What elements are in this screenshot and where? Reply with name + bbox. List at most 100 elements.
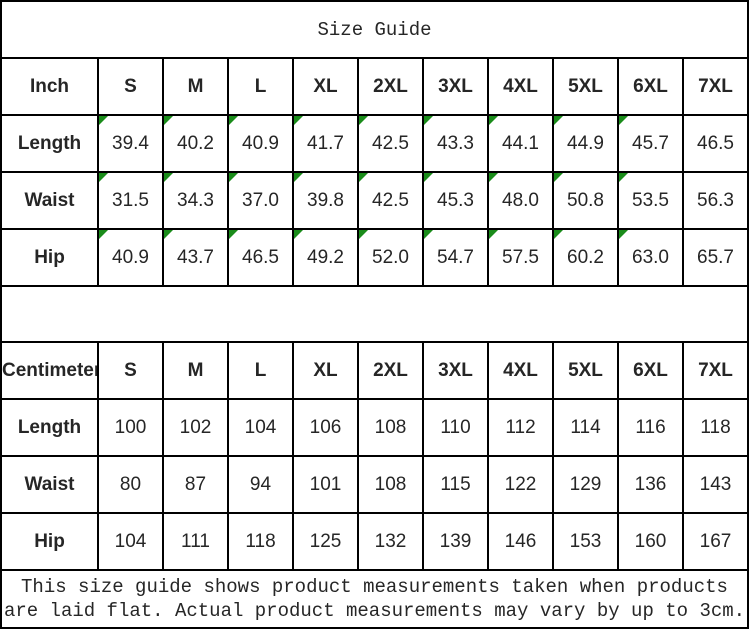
measurement-cell-text: 153 [569,530,602,552]
measurement-cell-text: 40.9 [242,132,279,154]
spacer-cell [0,285,749,343]
measurement-cell: 94 [227,455,294,514]
size-column-header-6xl-text: 6XL [633,359,668,381]
measurement-cell-text: 44.9 [567,132,604,154]
measurement-cell: 53.5 [617,171,684,230]
measurement-cell-text: 112 [505,416,536,438]
measurement-cell: 104 [227,398,294,457]
size-column-header-7xl: 7XL [682,341,749,400]
measurement-cell-text: 129 [569,473,602,495]
green-corner-triangle-icon [165,117,173,125]
measurement-cell-text: 160 [634,530,667,552]
size-column-header-5xl: 5XL [552,341,619,400]
measurement-cell: 34.3 [162,171,229,230]
footer-note: This size guide shows product measuremen… [0,569,749,629]
green-corner-triangle-icon [620,117,628,125]
measurement-cell: 116 [617,398,684,457]
measurement-cell-text: 94 [249,473,272,495]
footer-row: This size guide shows product measuremen… [0,569,749,629]
measurement-cell-text: 48.0 [502,189,539,211]
footer-line-2: are laid flat. Actual product measuremen… [3,600,746,622]
data-row-centimeter-length: Length 100 102 104 106 108 110 112 114 116 118 [0,398,749,457]
measurement-cell-text: 46.5 [242,246,279,268]
measurement-cell-text: 106 [309,416,342,438]
measure-label-hip-text: Hip [34,530,65,552]
measurement-cell: 101 [292,455,359,514]
footer-line-1: This size guide shows product measuremen… [21,576,728,598]
measurement-cell: 100 [97,398,164,457]
measurement-cell-text: 115 [440,473,471,495]
measure-label-length-text: Length [17,132,82,154]
size-column-header-4xl: 4XL [487,57,554,116]
green-corner-triangle-icon [295,117,303,125]
measurement-cell-text: 132 [374,530,407,552]
measurement-cell-text: 54.7 [437,246,474,268]
green-corner-triangle-icon [360,231,368,239]
green-corner-triangle-icon [555,117,563,125]
measurement-cell-text: 42.5 [372,132,409,154]
measurement-cell: 44.1 [487,114,554,173]
data-row-inch-length: Length 39.4 40.2 40.9 41.7 42.5 43.3 44.1 44.9 45… [0,114,749,173]
measurement-cell-text: 80 [119,473,142,495]
size-column-header-5xl-text: 5XL [568,75,603,97]
measure-label-length: Length [0,114,99,173]
size-column-header-7xl-text: 7XL [698,359,733,381]
measurement-cell-text: 146 [504,530,537,552]
green-corner-triangle-icon [165,174,173,182]
size-column-header-s: S [97,341,164,400]
measurement-cell: 39.8 [292,171,359,230]
green-corner-triangle-icon [620,174,628,182]
measurement-cell: 56.3 [682,171,749,230]
measurement-cell: 48.0 [487,171,554,230]
measurement-cell: 43.7 [162,228,229,287]
measurement-cell-text: 104 [114,530,147,552]
measurement-cell: 118 [682,398,749,457]
size-column-header-5xl: 5XL [552,57,619,116]
measurement-cell-text: 52.0 [372,246,409,268]
measure-label-length-text: Length [17,416,82,438]
measurement-cell: 108 [357,398,424,457]
measurement-cell: 65.7 [682,228,749,287]
size-column-header-6xl-text: 6XL [633,75,668,97]
measurement-cell: 112 [487,398,554,457]
measurement-cell: 40.9 [97,228,164,287]
measurement-cell: 110 [422,398,489,457]
measurement-cell: 57.5 [487,228,554,287]
green-corner-triangle-icon [555,231,563,239]
measurement-cell: 42.5 [357,171,424,230]
measurement-cell: 52.0 [357,228,424,287]
size-column-header-3xl: 3XL [422,341,489,400]
measurement-cell-text: 60.2 [567,246,604,268]
measurement-cell-text: 45.3 [437,189,474,211]
size-column-header-6xl: 6XL [617,341,684,400]
measurement-cell-text: 118 [700,416,731,438]
size-column-header-l-text: L [254,359,267,381]
size-column-header-2xl: 2XL [357,341,424,400]
measurement-cell: 49.2 [292,228,359,287]
size-column-header-s-text: S [124,359,137,381]
spacer-row [0,285,749,343]
green-corner-triangle-icon [100,117,108,125]
size-column-header-7xl: 7XL [682,57,749,116]
measurement-cell-text: 111 [181,530,210,552]
measurement-cell: 143 [682,455,749,514]
measurement-cell: 132 [357,512,424,571]
measurement-cell: 40.9 [227,114,294,173]
size-column-header-3xl: 3XL [422,57,489,116]
green-corner-triangle-icon [425,231,433,239]
size-column-header-l: L [227,341,294,400]
measurement-cell-text: 42.5 [372,189,409,211]
measurement-cell: 125 [292,512,359,571]
measurement-cell-text: 118 [245,530,276,552]
unit-header-centimeter-text: Centimeter [2,359,98,381]
measurement-cell-text: 50.8 [567,189,604,211]
measurement-cell: 111 [162,512,229,571]
measurement-cell-text: 104 [244,416,277,438]
data-row-centimeter-hip: Hip 104 111 118 125 132 139 146 153 160 167 [0,512,749,571]
measurement-cell: 63.0 [617,228,684,287]
measurement-cell: 46.5 [682,114,749,173]
size-column-header-m: M [162,341,229,400]
measurement-cell: 129 [552,455,619,514]
green-corner-triangle-icon [295,231,303,239]
